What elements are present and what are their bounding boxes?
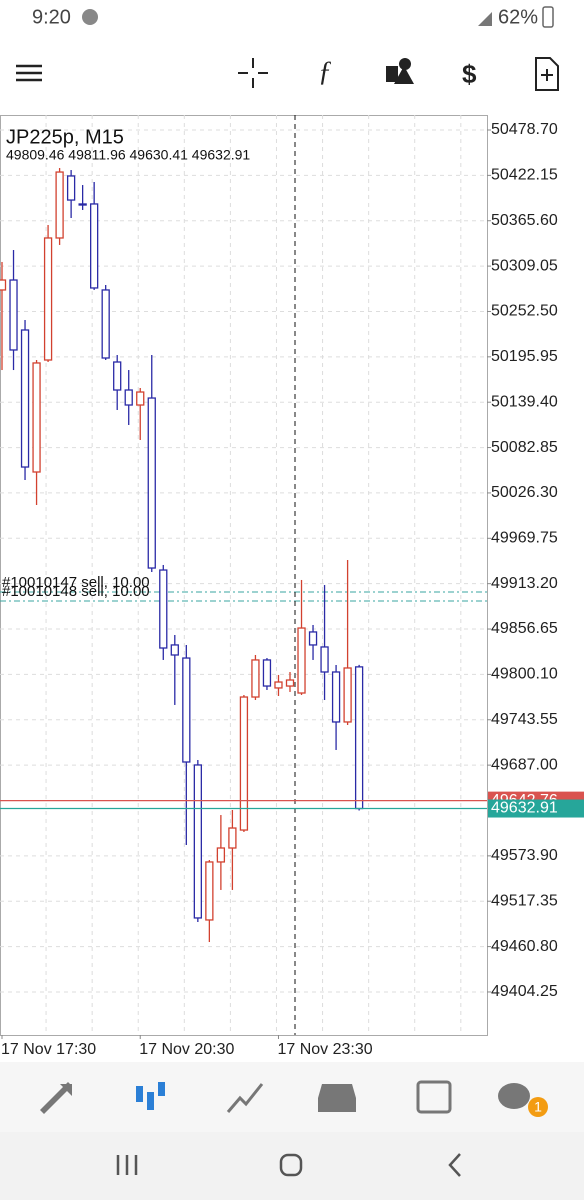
chart-tab[interactable] bbox=[136, 1082, 165, 1110]
candle-body bbox=[43, 237, 53, 361]
price-tag bbox=[488, 799, 584, 818]
y-tick-label: 50082.85 bbox=[491, 439, 558, 456]
candle-body bbox=[55, 171, 64, 239]
y-tick-label: 49800.10 bbox=[491, 666, 558, 683]
chat-tab[interactable] bbox=[498, 1083, 530, 1109]
candle-body bbox=[193, 764, 202, 919]
x-tick-label: 17 Nov 23:30 bbox=[277, 1041, 372, 1058]
candle-body bbox=[101, 289, 110, 359]
signal-icon bbox=[478, 12, 492, 26]
candle-body bbox=[308, 631, 318, 646]
y-tick-label: 49460.80 bbox=[491, 938, 558, 955]
y-tick-label: 50252.50 bbox=[491, 303, 558, 320]
candle-body bbox=[182, 657, 191, 763]
objects-button[interactable] bbox=[386, 58, 414, 84]
candle-body bbox=[90, 203, 99, 289]
y-tick-label: 50309.05 bbox=[491, 257, 558, 274]
battery-text: 62% bbox=[498, 6, 538, 28]
candle-body bbox=[228, 827, 237, 849]
candle-body bbox=[297, 627, 306, 694]
quotes-tab[interactable] bbox=[40, 1082, 72, 1114]
bottom-nav bbox=[0, 1062, 584, 1132]
y-tick-label: 50026.30 bbox=[491, 484, 558, 501]
battery-icon bbox=[542, 6, 554, 28]
candle-body bbox=[78, 203, 87, 206]
candle-body bbox=[32, 362, 41, 473]
candle-body bbox=[354, 666, 364, 810]
candle-body bbox=[320, 646, 329, 673]
candle-body bbox=[20, 329, 30, 468]
candle-body bbox=[124, 389, 133, 406]
chart-frame bbox=[0, 115, 488, 1036]
candle-body bbox=[170, 644, 179, 656]
candle-body bbox=[262, 659, 272, 687]
x-tick-label: 17 Nov 20:30 bbox=[139, 1041, 234, 1058]
candle-body bbox=[216, 847, 226, 863]
candle-body bbox=[274, 681, 283, 689]
order-label: #10010147 sell, 10.00 bbox=[2, 574, 150, 591]
candle-body bbox=[113, 361, 122, 391]
y-tick-label: 49517.35 bbox=[491, 892, 558, 909]
y-tick-label: 49856.65 bbox=[491, 620, 558, 637]
y-tick-label: 50139.40 bbox=[491, 393, 558, 410]
candle-body bbox=[343, 667, 352, 723]
candle-body bbox=[239, 696, 249, 831]
trade-button[interactable]: $ bbox=[462, 59, 477, 89]
trade-tab[interactable] bbox=[226, 1083, 264, 1113]
y-tick-label: 49743.55 bbox=[491, 711, 558, 728]
menu-button[interactable] bbox=[16, 64, 42, 82]
badge bbox=[528, 1097, 548, 1117]
candle-body bbox=[147, 397, 156, 569]
candle-body bbox=[331, 671, 341, 723]
y-tick-label: 50422.15 bbox=[491, 167, 558, 184]
system-nav bbox=[0, 1132, 584, 1200]
home-button[interactable] bbox=[279, 1153, 303, 1177]
new-order-button[interactable] bbox=[535, 57, 559, 91]
candle-body bbox=[136, 391, 145, 406]
y-tick-label: 50195.95 bbox=[491, 348, 558, 365]
line-icon bbox=[82, 9, 98, 25]
y-tick-label: 49404.25 bbox=[491, 983, 558, 1000]
plot bbox=[0, 115, 487, 1035]
candle-body bbox=[205, 861, 214, 921]
clock: 9:20 bbox=[32, 6, 71, 28]
candle-body bbox=[251, 659, 260, 698]
indicators-button[interactable]: ƒ bbox=[318, 56, 332, 87]
y-tick-label: 49913.20 bbox=[491, 575, 558, 592]
crosshair-button[interactable] bbox=[238, 58, 268, 88]
badge-count: 1 bbox=[534, 1099, 542, 1115]
back-button[interactable] bbox=[448, 1153, 461, 1177]
axis: 50478.70 50422.15 50365.60 50309.05 50252.50… bbox=[1, 121, 584, 1058]
candle-body bbox=[285, 679, 295, 687]
candle-body bbox=[9, 279, 18, 351]
candle-body bbox=[159, 569, 168, 649]
news-tab[interactable] bbox=[416, 1080, 452, 1114]
candle-body bbox=[66, 175, 76, 201]
y-tick-label: 49969.75 bbox=[491, 530, 558, 547]
x-tick-label: 17 Nov 17:30 bbox=[1, 1041, 96, 1058]
chart-title: JP225p, M15 bbox=[6, 126, 124, 148]
y-tick-label: 49687.00 bbox=[491, 756, 558, 773]
recents-button[interactable] bbox=[116, 1155, 138, 1175]
history-tab[interactable] bbox=[318, 1084, 356, 1112]
y-tick-label: 49573.90 bbox=[491, 847, 558, 864]
ohlc-text: 49809.46 49811.96 49630.41 49632.91 bbox=[6, 147, 250, 163]
y-tick-label: 50365.60 bbox=[491, 212, 558, 229]
candle-body bbox=[0, 279, 7, 291]
y-tick-label: 50478.70 bbox=[491, 121, 558, 138]
price-tag-label: 49632.91 bbox=[491, 800, 558, 817]
order-label: #10010148 sell, 10.00 bbox=[2, 583, 150, 600]
